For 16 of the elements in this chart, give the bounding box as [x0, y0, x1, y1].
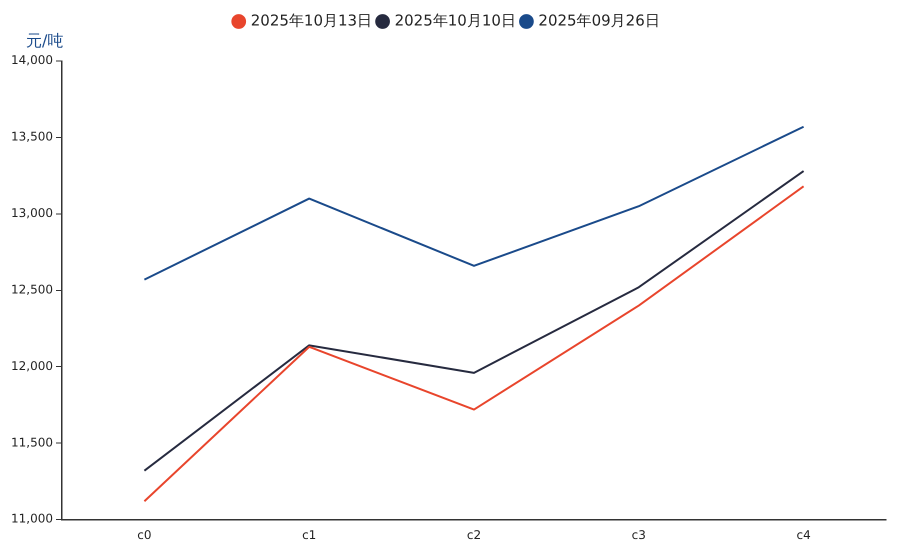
- y-axis-title: 元/吨: [26, 31, 64, 50]
- x-tick-label: c1: [302, 528, 316, 542]
- y-tick-label: 11,500: [10, 435, 53, 450]
- legend-label: 2025年10月10日: [394, 11, 516, 30]
- x-tick-label: c0: [137, 528, 152, 542]
- y-tick-label: 12,500: [10, 282, 53, 296]
- x-tick-label: c2: [466, 528, 482, 542]
- legend-label: 2025年10月13日: [250, 11, 372, 30]
- y-tick-label: 12,000: [10, 358, 53, 373]
- x-tick-label: c4: [796, 528, 811, 542]
- x-tick-label: c3: [632, 528, 646, 542]
- y-tick-label: 13,500: [10, 130, 53, 144]
- y-tick-label: 14,000: [10, 53, 53, 68]
- y-tick-label: 13,000: [10, 206, 53, 220]
- y-tick-label: 11,000: [10, 512, 53, 526]
- legend-label: 2025年09月26日: [538, 11, 660, 30]
